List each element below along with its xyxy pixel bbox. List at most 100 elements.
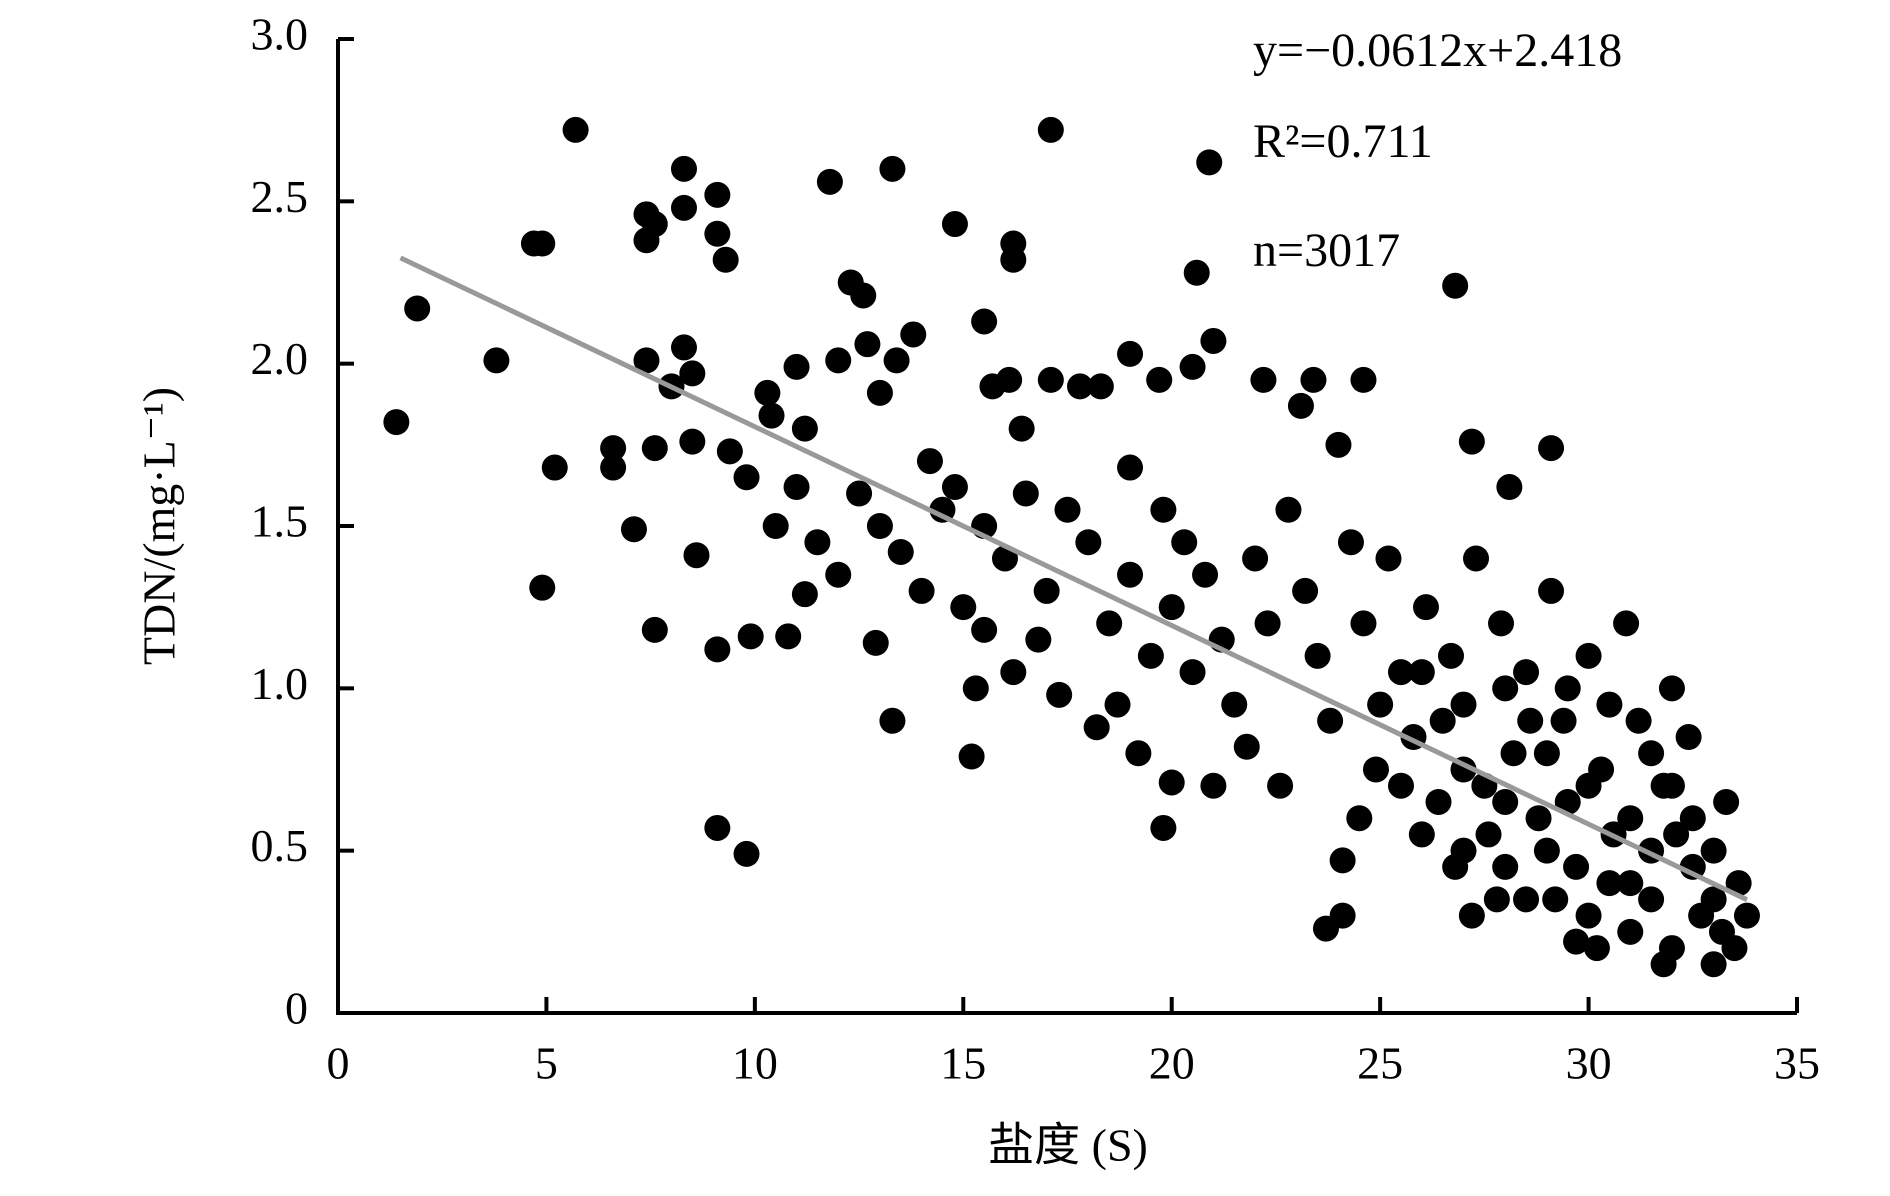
point: [1387, 772, 1414, 799]
point: [1329, 847, 1356, 874]
point: [529, 230, 556, 257]
point: [1563, 928, 1590, 955]
x-tick-label: 0: [327, 1038, 350, 1089]
point: [679, 428, 706, 455]
point: [704, 181, 731, 208]
point: [641, 211, 668, 238]
point: [1046, 681, 1073, 708]
point: [1650, 951, 1677, 978]
point: [866, 379, 893, 406]
point: [1375, 545, 1402, 572]
y-tick-label: 3.0: [251, 9, 309, 60]
y-axis-label: TDN/(mg·L⁻¹): [134, 387, 185, 665]
point: [1496, 474, 1523, 501]
point: [929, 496, 956, 523]
point: [1171, 529, 1198, 556]
point: [1525, 805, 1552, 832]
point: [846, 480, 873, 507]
x-tick-label: 5: [535, 1038, 558, 1089]
x-tick-label: 10: [732, 1038, 778, 1089]
point: [979, 373, 1006, 400]
point: [1617, 805, 1644, 832]
point: [620, 516, 647, 543]
point: [1233, 733, 1260, 760]
point: [1192, 561, 1219, 588]
point: [1550, 707, 1577, 734]
equation: y=−0.0612x+2.418: [1253, 24, 1622, 77]
point: [866, 513, 893, 539]
point: [1733, 902, 1760, 929]
point: [1067, 373, 1094, 400]
point: [683, 542, 710, 569]
point: [1125, 740, 1152, 767]
point: [1700, 951, 1727, 978]
fit-line: [399, 255, 1749, 902]
point: [1387, 659, 1414, 686]
point: [1700, 886, 1727, 913]
point: [850, 282, 877, 309]
point: [962, 675, 989, 702]
point: [1700, 837, 1727, 864]
point: [733, 840, 760, 867]
point: [854, 331, 881, 358]
point: [971, 616, 998, 643]
point: [1254, 610, 1281, 637]
point: [1408, 659, 1435, 686]
point: [1463, 545, 1490, 572]
point: [958, 743, 985, 770]
point: [1025, 626, 1052, 653]
point: [1513, 659, 1540, 686]
point: [1492, 675, 1519, 702]
x-tick-label: 15: [940, 1038, 986, 1089]
point: [1617, 870, 1644, 897]
point: [1158, 769, 1185, 796]
point: [712, 246, 739, 273]
point: [1458, 428, 1485, 455]
point: [1563, 853, 1590, 880]
y-tick-label: 2.5: [251, 171, 309, 222]
point: [1083, 714, 1110, 741]
point: [1250, 366, 1277, 393]
point: [1638, 886, 1665, 913]
point: [1517, 707, 1544, 734]
point: [1425, 788, 1452, 815]
point: [1450, 691, 1477, 718]
point: [1221, 691, 1248, 718]
point: [1492, 788, 1519, 815]
point: [1008, 415, 1035, 442]
x-tick-label: 25: [1357, 1038, 1403, 1089]
point: [1575, 772, 1602, 799]
point: [641, 435, 668, 462]
point: [941, 211, 968, 238]
point: [1329, 902, 1356, 929]
point: [1483, 886, 1510, 913]
point: [783, 353, 810, 380]
point: [1408, 821, 1435, 848]
point: [600, 454, 627, 481]
x-tick-label: 20: [1149, 1038, 1195, 1089]
point: [1275, 496, 1302, 523]
point: [879, 155, 906, 182]
point: [1158, 594, 1185, 621]
point: [991, 545, 1018, 572]
point: [1442, 272, 1469, 299]
y-tick-label: 0: [285, 983, 308, 1034]
point: [704, 636, 731, 663]
point: [1012, 480, 1039, 507]
point: [1596, 870, 1623, 897]
y-tick-label: 1.5: [251, 496, 309, 547]
point: [916, 448, 943, 475]
point: [1242, 545, 1269, 572]
point: [704, 814, 731, 841]
point: [562, 116, 589, 143]
point: [1500, 740, 1527, 767]
point: [775, 623, 802, 650]
point: [716, 438, 743, 465]
point: [1183, 259, 1210, 286]
point: [1267, 772, 1294, 799]
point: [1196, 149, 1223, 176]
point: [862, 629, 889, 656]
point: [1000, 246, 1027, 273]
point: [1117, 340, 1144, 367]
